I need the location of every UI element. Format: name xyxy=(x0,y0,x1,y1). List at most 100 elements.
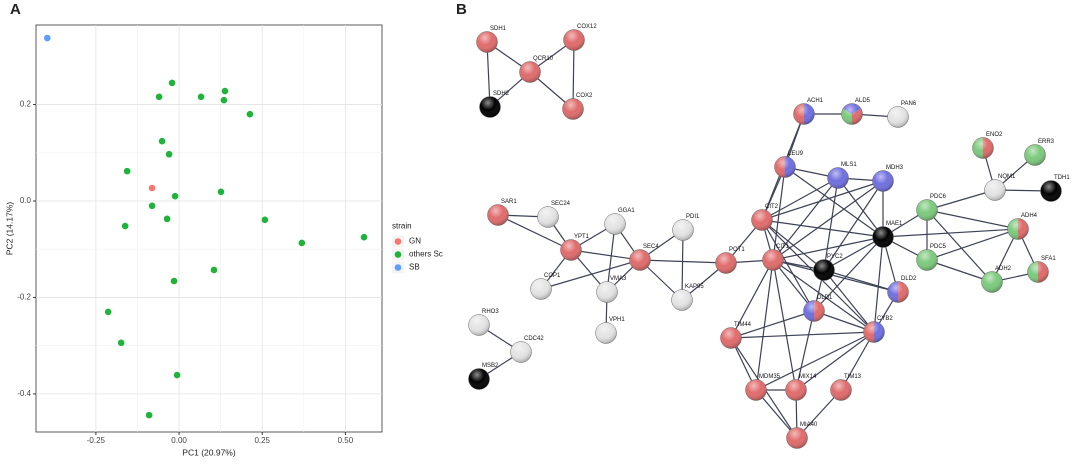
data-point xyxy=(298,239,306,247)
edge xyxy=(606,223,616,293)
node: TIM13 xyxy=(830,374,862,401)
node-gloss xyxy=(830,379,852,401)
data-point xyxy=(123,167,131,175)
node: MSB2 xyxy=(468,363,499,390)
node-label: MIX14 xyxy=(799,374,817,380)
node-gloss xyxy=(972,137,994,159)
node: PDC5 xyxy=(916,244,947,271)
node-gloss xyxy=(863,321,885,343)
legend-title: strain xyxy=(392,222,412,231)
node: NQM1 xyxy=(984,174,1016,201)
node-gloss xyxy=(595,322,617,344)
node: CYB2 xyxy=(863,316,893,343)
data-point xyxy=(163,215,171,223)
node-gloss xyxy=(671,289,693,311)
edge xyxy=(926,228,1019,261)
node-label: SAR1 xyxy=(501,199,517,205)
node-label: SEC24 xyxy=(551,201,571,207)
node: TIM44 xyxy=(720,322,752,349)
edge xyxy=(761,219,884,238)
node-label: KAP95 xyxy=(685,284,704,290)
node: VPH1 xyxy=(595,317,625,344)
edge xyxy=(730,259,774,339)
edge xyxy=(926,259,993,283)
node: MIA40 xyxy=(786,422,818,449)
legend-label: others Sc xyxy=(409,250,443,259)
node-label: ACH1 xyxy=(807,98,824,104)
data-point xyxy=(44,34,51,42)
node-gloss xyxy=(887,106,909,128)
node-label: ERR3 xyxy=(1038,139,1055,145)
node-gloss xyxy=(596,281,618,303)
data-point xyxy=(168,79,176,87)
node-gloss xyxy=(715,252,737,274)
node-gloss xyxy=(562,98,584,120)
node-label: CIT2 xyxy=(765,204,779,210)
edge xyxy=(926,209,993,283)
node-label: DLD1 xyxy=(817,295,833,301)
node-label: LEU9 xyxy=(788,151,804,157)
edge xyxy=(840,331,875,391)
x-axis-title: PC1 (20.97%) xyxy=(182,447,236,457)
legend-swatch xyxy=(394,264,402,271)
node-label: PDI1 xyxy=(686,214,700,220)
panel-label: A xyxy=(10,1,21,18)
node-label: COX2 xyxy=(576,93,593,99)
node: SDH2 xyxy=(479,91,510,118)
data-point xyxy=(121,222,129,230)
node-label: TIM44 xyxy=(734,322,752,328)
edge xyxy=(823,269,899,293)
data-point xyxy=(360,233,368,241)
node: DLD1 xyxy=(803,295,833,322)
node-gloss xyxy=(1024,144,1046,166)
node-label: DLD2 xyxy=(901,276,917,282)
edge xyxy=(873,236,884,333)
node-gloss xyxy=(762,249,784,271)
edge xyxy=(772,177,839,261)
data-point xyxy=(104,308,112,316)
node-gloss xyxy=(530,278,552,300)
node-gloss xyxy=(1027,261,1049,283)
node-label: MDH3 xyxy=(886,165,904,171)
node: YPT1 xyxy=(560,234,590,261)
y-tick-label: -0.4 xyxy=(17,389,31,398)
edge xyxy=(730,310,815,339)
node: QCR10 xyxy=(519,56,554,83)
node-label: VMA3 xyxy=(610,276,627,282)
legend-label: GN xyxy=(409,237,421,246)
node-gloss xyxy=(468,368,490,390)
y-tick-label: 0.2 xyxy=(20,100,32,109)
edge xyxy=(497,214,572,251)
node-label: TDH1 xyxy=(1054,175,1070,181)
node: ACH1 xyxy=(793,98,824,125)
node: SEC24 xyxy=(537,201,571,228)
x-tick-label: -0.25 xyxy=(87,436,106,445)
data-point xyxy=(210,266,218,274)
node-label: QCR10 xyxy=(533,56,554,62)
node-gloss xyxy=(785,379,807,401)
edge xyxy=(813,236,884,312)
node-label: SEC4 xyxy=(643,244,659,250)
edge xyxy=(772,259,875,333)
node-label: ADH4 xyxy=(1021,213,1038,219)
edge xyxy=(755,259,774,391)
node-label: MAE1 xyxy=(886,221,903,227)
node-label: MLS1 xyxy=(841,162,857,168)
node: MDH3 xyxy=(872,165,904,192)
node: ENO2 xyxy=(972,132,1003,159)
node: SAR1 xyxy=(487,199,517,226)
x-tick-label: 0.25 xyxy=(254,436,270,445)
node: PDC6 xyxy=(916,194,947,221)
node: SFA1 xyxy=(1027,256,1056,283)
node: CDC42 xyxy=(510,336,544,363)
edge xyxy=(540,259,641,290)
data-point xyxy=(217,188,225,196)
node-gloss xyxy=(751,209,773,231)
node-label: SDH2 xyxy=(493,91,510,97)
data-point xyxy=(165,150,173,158)
node-label: GGA1 xyxy=(618,208,635,214)
node-gloss xyxy=(510,341,532,363)
node-gloss xyxy=(479,96,501,118)
node-gloss xyxy=(872,170,894,192)
edge xyxy=(486,41,491,108)
